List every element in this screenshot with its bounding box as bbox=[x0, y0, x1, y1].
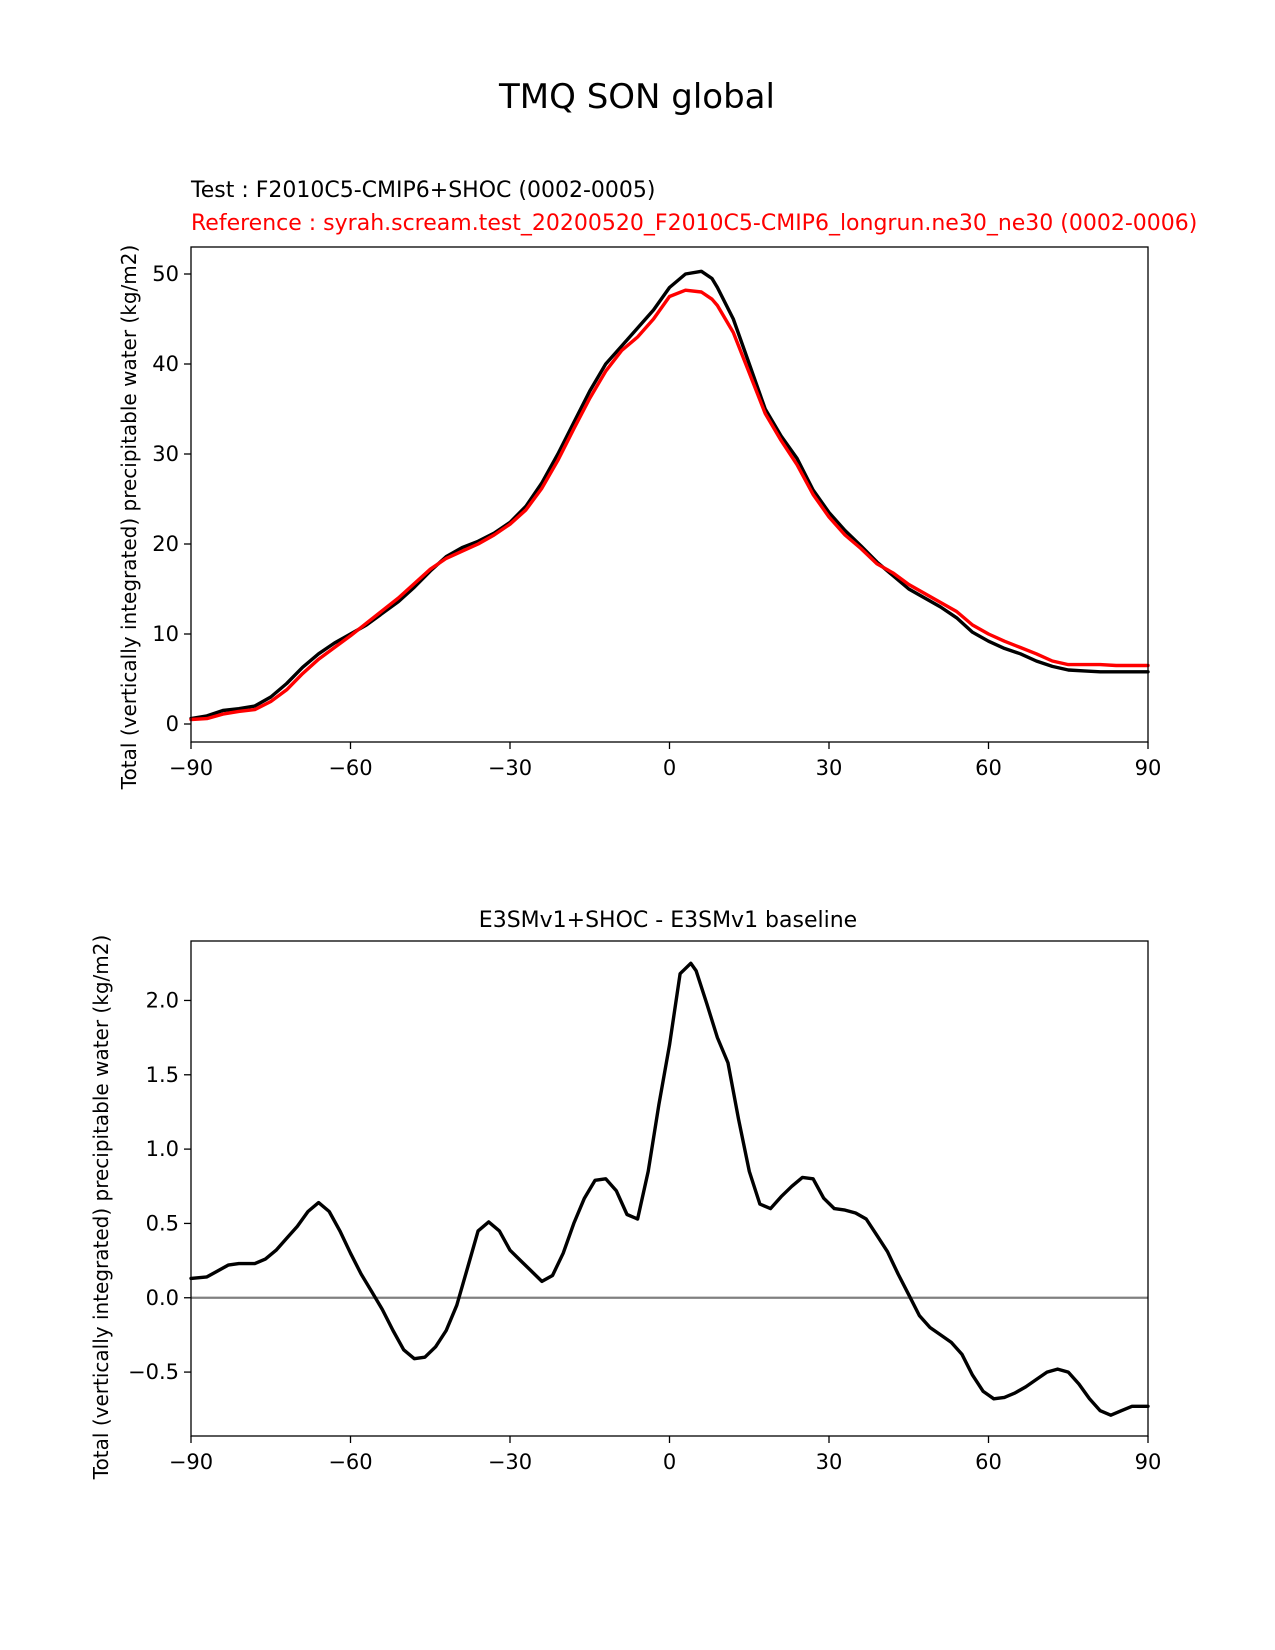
y-tick-label: 40 bbox=[152, 352, 179, 376]
top-plot-reference-title: Reference : syrah.scream.test_20200520_F… bbox=[191, 211, 1197, 236]
x-tick-label: 30 bbox=[816, 756, 843, 780]
series-line-difference bbox=[189, 961, 1150, 1417]
y-tick-label: 50 bbox=[152, 262, 179, 286]
y-tick-label: 2.0 bbox=[146, 988, 179, 1012]
x-tick-label: −60 bbox=[328, 1450, 372, 1474]
bottom-plot-area: −90 −60 −30 0 30 60 90 −0.5 0.0 0.5 1.0 1.5 2.0 bbox=[128, 940, 1162, 1474]
x-tick-label: −90 bbox=[169, 756, 213, 780]
top-plot-area: −90 −60 −30 0 30 60 90 0 10 20 30 40 50 bbox=[152, 246, 1162, 780]
y-tick-label: −0.5 bbox=[128, 1360, 179, 1384]
bottom-plot-title: E3SMv1+SHOC - E3SMv1 baseline bbox=[479, 908, 857, 933]
x-tick-label: 90 bbox=[1135, 756, 1162, 780]
y-tick-label: 0 bbox=[166, 712, 179, 736]
x-tick-label: −30 bbox=[488, 1450, 532, 1474]
x-tick-label: 0 bbox=[663, 756, 676, 780]
x-tick-label: 0 bbox=[663, 1450, 676, 1474]
y-tick-label: 1.0 bbox=[146, 1137, 179, 1161]
y-tick-label: 20 bbox=[152, 532, 179, 556]
x-tick-label: 90 bbox=[1135, 1450, 1162, 1474]
y-tick-label: 10 bbox=[152, 622, 179, 646]
y-tick-label: 1.5 bbox=[146, 1063, 179, 1087]
x-tick-label: 60 bbox=[975, 1450, 1002, 1474]
series-line-reference bbox=[189, 288, 1150, 722]
figure-suptitle: TMQ SON global bbox=[498, 77, 775, 117]
y-tick-label: 0.5 bbox=[146, 1211, 179, 1235]
top-plot-ylabel: Total (vertically integrated) precipitab… bbox=[117, 245, 141, 791]
bottom-plot-ylabel: Total (vertically integrated) precipitab… bbox=[89, 935, 113, 1481]
top-plot-test-title: Test : F2010C5-CMIP6+SHOC (0002-0005) bbox=[190, 178, 655, 203]
x-tick-label: 60 bbox=[975, 756, 1002, 780]
x-tick-label: 30 bbox=[816, 1450, 843, 1474]
y-tick-label: 30 bbox=[152, 442, 179, 466]
y-tick-label: 0.0 bbox=[146, 1286, 179, 1310]
x-tick-label: −90 bbox=[169, 1450, 213, 1474]
x-tick-label: −30 bbox=[488, 756, 532, 780]
x-tick-label: −60 bbox=[328, 756, 372, 780]
